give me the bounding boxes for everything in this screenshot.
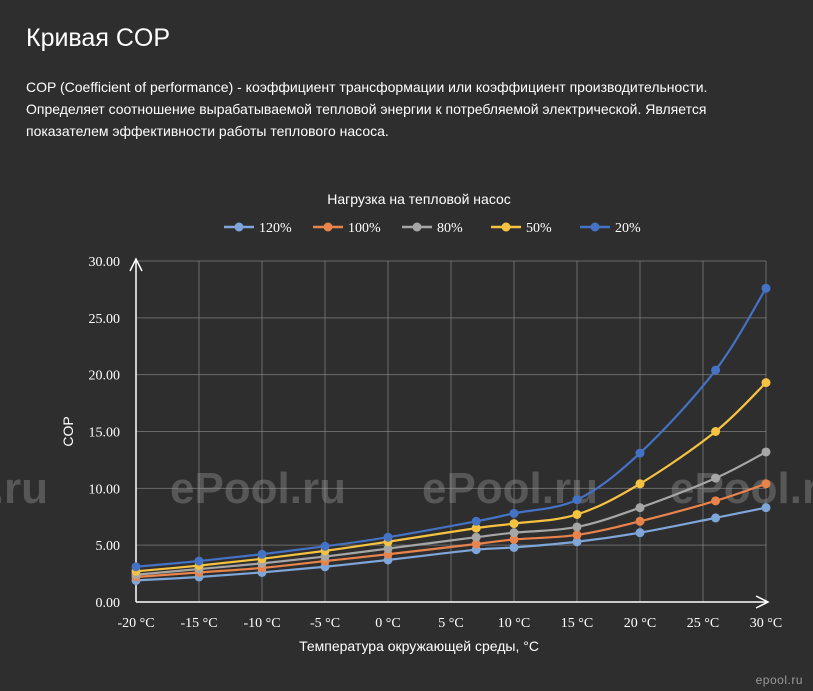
page-description: COP (Coefficient of performance) - коэфф… (26, 79, 708, 139)
x-tick-label: -10 °C (243, 616, 280, 631)
data-point (635, 516, 645, 526)
x-tick-label: 10 °C (498, 616, 530, 631)
x-tick-label: 20 °C (624, 616, 656, 631)
data-point (257, 549, 267, 559)
data-point (471, 523, 481, 533)
data-point (509, 528, 519, 538)
y-tick-label: 30.00 (89, 255, 121, 270)
data-point (635, 528, 645, 538)
data-point (711, 496, 721, 506)
data-point (635, 503, 645, 513)
x-tick-label: 30 °C (750, 616, 782, 631)
data-point (194, 556, 204, 566)
data-point (572, 495, 582, 505)
x-tick-label: -20 °C (117, 616, 154, 631)
data-point (711, 473, 721, 483)
series-50pct (131, 378, 771, 576)
data-point (572, 530, 582, 540)
y-tick-label: 25.00 (89, 312, 121, 327)
data-point (761, 283, 771, 293)
data-point (471, 539, 481, 549)
data-point (572, 509, 582, 519)
data-point (635, 448, 645, 458)
legend-marker (323, 222, 333, 232)
data-point (761, 447, 771, 457)
x-tick-label: 25 °C (687, 616, 719, 631)
x-tick-label: 15 °C (561, 616, 593, 631)
legend-label: 120% (259, 221, 292, 236)
y-tick-label: 10.00 (89, 482, 121, 497)
y-axis-title: COP (60, 416, 76, 446)
x-axis-arrow (755, 595, 770, 609)
corner-watermark: epool.ru (755, 673, 803, 687)
legend-label: 20% (615, 221, 641, 236)
x-axis-title: Температура окружающей среды, °C (299, 638, 539, 654)
legend-marker (412, 222, 422, 232)
chart-title: Нагрузка на тепловой насос (327, 191, 511, 207)
page-title: Кривая COP (26, 24, 170, 52)
data-point (383, 544, 393, 554)
data-point (761, 479, 771, 489)
watermark-text: ePool.ru (0, 464, 48, 513)
x-tick-label: 0 °C (375, 616, 400, 631)
legend-marker (501, 222, 511, 232)
x-tick-label: 5 °C (438, 616, 463, 631)
legend-marker (590, 222, 600, 232)
grid-lines (135, 260, 767, 603)
data-point (320, 541, 330, 551)
x-tick-label: -15 °C (180, 616, 217, 631)
data-point (572, 522, 582, 532)
data-point (635, 479, 645, 489)
legend-label: 100% (348, 221, 381, 236)
data-point (509, 508, 519, 518)
data-point (131, 562, 141, 572)
y-axis-arrow (129, 257, 143, 272)
data-point (761, 378, 771, 388)
data-point (383, 532, 393, 542)
legend-label: 50% (526, 221, 552, 236)
data-point (509, 542, 519, 552)
data-point (761, 503, 771, 513)
y-tick-label: 0.00 (96, 596, 121, 611)
series-line (135, 287, 767, 568)
data-point (509, 534, 519, 544)
data-point (572, 537, 582, 547)
data-point (509, 519, 519, 529)
series-20pct (131, 283, 771, 572)
data-point (711, 427, 721, 436)
legend: 120% 100% 80% 50% 20% (224, 221, 641, 236)
legend-marker (234, 222, 244, 232)
y-tick-label: 15.00 (89, 426, 121, 441)
data-point (711, 365, 721, 375)
y-tick-label: 5.00 (96, 539, 121, 554)
data-point (711, 513, 721, 523)
data-point (471, 516, 481, 526)
data-point (471, 532, 481, 542)
y-tick-label: 20.00 (89, 369, 121, 384)
x-tick-label: -5 °C (310, 616, 340, 631)
legend-label: 80% (437, 221, 463, 236)
